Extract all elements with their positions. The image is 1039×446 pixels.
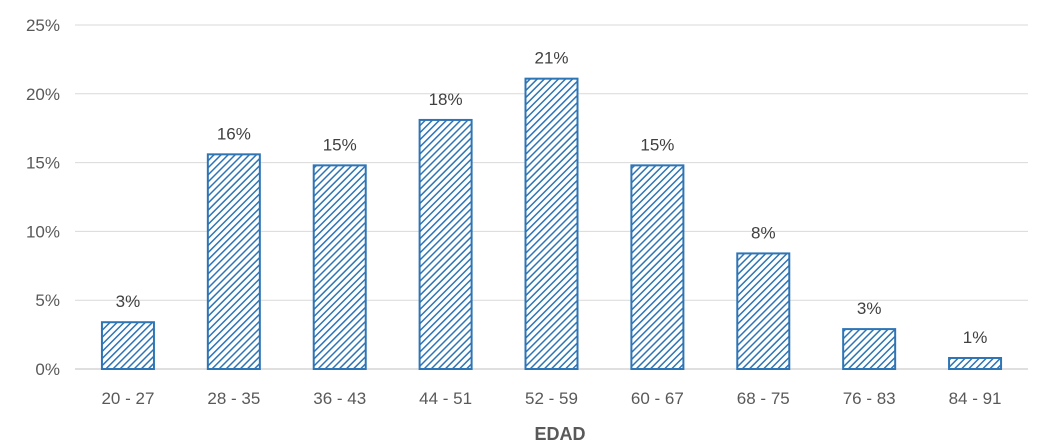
bar	[100, 321, 155, 371]
y-tick-label: 15%	[26, 154, 60, 173]
bar	[630, 164, 685, 370]
bar	[312, 164, 367, 370]
y-tick-label: 10%	[26, 222, 60, 241]
x-tick-label: 44 - 51	[419, 389, 472, 408]
y-tick-label: 5%	[35, 291, 60, 310]
data-label: 15%	[640, 135, 674, 154]
data-label: 18%	[429, 90, 463, 109]
y-tick-label: 20%	[26, 85, 60, 104]
x-axis-label: EDAD	[534, 424, 585, 444]
y-tick-label: 25%	[26, 16, 60, 35]
data-label: 3%	[857, 299, 882, 318]
x-tick-label: 60 - 67	[631, 389, 684, 408]
data-label: 8%	[751, 223, 776, 242]
data-label: 16%	[217, 124, 251, 143]
data-label: 15%	[323, 135, 357, 154]
bar	[524, 77, 579, 370]
data-labels: 3% 16% 15% 18% 21% 15% 8% 3% 1%	[116, 49, 988, 347]
y-axis-ticks: 0% 5% 10% 15% 20% 25%	[26, 16, 60, 379]
data-label: 21%	[534, 49, 568, 68]
y-tick-label: 0%	[35, 360, 60, 379]
bar	[418, 118, 473, 370]
bar	[948, 356, 1003, 371]
x-tick-label: 36 - 43	[313, 389, 366, 408]
x-tick-label: 68 - 75	[737, 389, 790, 408]
bars	[100, 77, 1003, 371]
x-tick-label: 28 - 35	[207, 389, 260, 408]
bar	[206, 153, 261, 370]
data-label: 1%	[963, 328, 988, 347]
bar	[736, 252, 791, 370]
x-axis-ticks: 20 - 27 28 - 35 36 - 43 44 - 51 52 - 59 60 - …	[101, 389, 1001, 408]
bar	[842, 328, 897, 371]
x-tick-label: 52 - 59	[525, 389, 578, 408]
data-label: 3%	[116, 292, 141, 311]
x-tick-label: 20 - 27	[101, 389, 154, 408]
x-tick-label: 84 - 91	[949, 389, 1002, 408]
x-tick-label: 76 - 83	[843, 389, 896, 408]
